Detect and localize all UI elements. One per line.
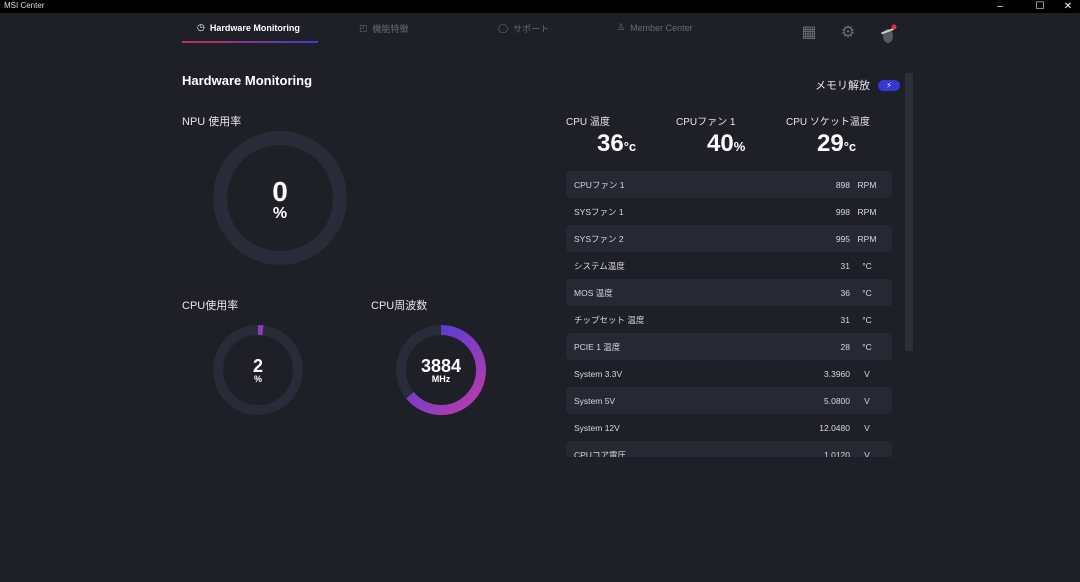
sensor-value: 31	[840, 260, 850, 271]
tab-label: 機能特徴	[372, 24, 409, 34]
memory-release-label: メモリ解放	[815, 80, 870, 92]
cpu-freq-value: 3884 MHz	[411, 357, 471, 384]
sensor-unit: °C	[862, 287, 872, 298]
cpu-freq-label: CPU周波数	[371, 300, 428, 312]
table-row: PCIE 1 温度 28 °C	[566, 333, 892, 360]
cpu-usage-label: CPU使用率	[182, 300, 239, 312]
stat-label: CPU ソケット温度	[786, 117, 870, 128]
sensor-unit: °C	[862, 314, 872, 325]
tab-support[interactable]: ◯ サポート	[498, 22, 549, 35]
sensor-name: チップセット 温度	[574, 314, 645, 325]
tab-hardware-monitoring[interactable]: ◷ Hardware Monitoring	[197, 22, 300, 33]
table-row: SYSファン 2 995 RPM	[566, 225, 892, 252]
sensor-value: 36	[840, 287, 850, 298]
stat-unit: °c	[843, 139, 857, 154]
gauges	[213, 131, 486, 415]
scrollbar[interactable]	[905, 73, 913, 351]
cpu-usage-value: 2%	[238, 357, 278, 384]
sensor-unit: RPM	[857, 233, 877, 244]
cpu-freq-arc	[396, 325, 486, 415]
table-row: System 5V 5.0800 V	[566, 387, 892, 414]
title-bar: MSI Center – ☐ ✕	[0, 0, 1080, 13]
sensor-value: 1.0120	[824, 449, 850, 458]
gauge-icon: ◷	[197, 22, 205, 32]
cpu-usage-arc	[213, 325, 303, 415]
sensor-value: 31	[840, 314, 850, 325]
stat-unit: °c	[623, 139, 637, 154]
sensor-name: CPUファン 1	[574, 179, 625, 190]
window-title: MSI Center	[4, 1, 45, 10]
sensor-unit: V	[864, 395, 870, 406]
sensor-unit: V	[864, 422, 870, 433]
cpu-freq-unit: MHz	[431, 374, 451, 384]
sensor-value: 5.0800	[824, 395, 850, 406]
stat-unit: %	[733, 139, 746, 154]
sensor-name: System 5V	[574, 395, 616, 406]
tab-member-center[interactable]: ♙ Member Center	[617, 22, 693, 33]
npu-gauge-track	[213, 131, 347, 265]
tab-label: Member Center	[630, 22, 693, 33]
stat-cpu-socket-temp: CPU ソケット温度 29°c	[786, 113, 870, 158]
sensor-unit: V	[864, 368, 870, 379]
stat-value: 29	[817, 130, 844, 157]
cpu-freq-number: 3884	[420, 356, 462, 376]
table-row: SYSファン 1 998 RPM	[566, 198, 892, 225]
tab-features[interactable]: ◰ 機能特徴	[359, 22, 409, 35]
stat-value: 36	[597, 130, 624, 157]
stat-value: 40	[707, 130, 734, 157]
maximize-button[interactable]: ☐	[1035, 1, 1045, 12]
sensor-name: MOS 温度	[574, 287, 613, 298]
feature-icon: ◰	[359, 23, 368, 33]
grid-icon[interactable]: ▦	[801, 24, 817, 41]
table-row: System 3.3V 3.3960 V	[566, 360, 892, 387]
sensor-value: 28	[840, 341, 850, 352]
sensor-name: SYSファン 1	[574, 206, 624, 217]
sensor-value: 12.0480	[819, 422, 850, 433]
table-row: CPUコア電圧 1.0120 V	[566, 441, 892, 457]
sensor-name: CPUコア電圧	[574, 449, 626, 458]
cpu-usage-unit: %	[253, 374, 262, 384]
sensor-name: System 3.3V	[574, 368, 623, 379]
memory-release: メモリ解放 ⚡	[815, 77, 900, 93]
gear-icon[interactable]: ⚙	[840, 24, 856, 41]
page-title: Hardware Monitoring	[182, 73, 313, 88]
sensor-unit: RPM	[857, 179, 877, 190]
sensor-name: SYSファン 2	[574, 233, 624, 244]
table-row: CPUファン 1 898 RPM	[566, 171, 892, 198]
sensor-unit: °C	[862, 260, 872, 271]
sensor-unit: V	[864, 449, 870, 458]
sensor-name: システム温度	[574, 260, 625, 271]
cpu-usage-number: 2	[252, 356, 263, 376]
table-row: System 12V 12.0480 V	[566, 414, 892, 441]
stat-label: CPU 温度	[566, 117, 610, 128]
stat-cpu-fan: CPUファン 1 40%	[676, 113, 745, 158]
sensor-value: 995	[835, 233, 850, 244]
close-button[interactable]: ✕	[1063, 1, 1073, 12]
active-tab-indicator	[182, 41, 318, 43]
sensor-unit: °C	[862, 341, 872, 352]
tab-label: Hardware Monitoring	[209, 22, 300, 33]
sensor-value: 3.3960	[824, 368, 850, 379]
table-row: チップセット 温度 31 °C	[566, 306, 892, 333]
user-icon: ♙	[617, 22, 626, 32]
support-icon: ◯	[498, 23, 509, 33]
stat-label: CPUファン 1	[676, 117, 736, 128]
sensor-name: PCIE 1 温度	[574, 341, 621, 352]
minimize-button[interactable]: –	[997, 1, 1003, 12]
sensor-unit: RPM	[857, 206, 877, 217]
tab-label: サポート	[513, 24, 550, 34]
sensor-table: CPUファン 1 898 RPM SYSファン 1 998 RPM SYSファン 2 995 R…	[566, 171, 892, 457]
npu-number: 0	[272, 176, 288, 207]
sensor-name: System 12V	[574, 422, 620, 433]
table-row: システム温度 31 °C	[566, 252, 892, 279]
npu-unit: %	[272, 205, 288, 222]
memory-release-toggle[interactable]: ⚡	[878, 79, 900, 91]
table-row: MOS 温度 36 °C	[566, 279, 892, 306]
npu-label: NPU 使用率	[182, 116, 242, 128]
avatar[interactable]	[878, 24, 897, 43]
npu-value: 0%	[250, 178, 310, 222]
sensor-value: 898	[835, 179, 850, 190]
stat-cpu-temp: CPU 温度 36°c	[566, 113, 636, 158]
sensor-value: 998	[835, 206, 850, 217]
